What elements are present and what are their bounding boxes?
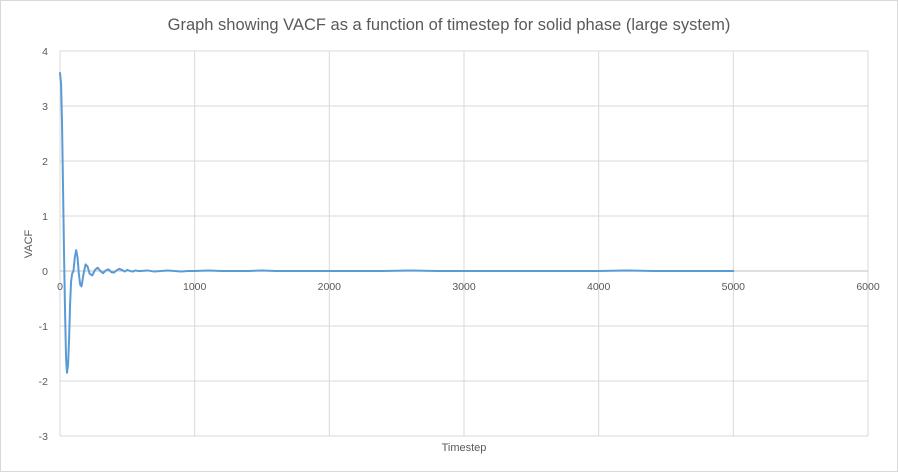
- x-tick-label: 2000: [318, 281, 342, 293]
- y-tick-label: -2: [39, 376, 48, 388]
- y-tick-label: 0: [42, 266, 48, 278]
- x-tick-label: 6000: [856, 281, 880, 293]
- y-axis-title: VACF: [23, 229, 35, 258]
- y-tick-label: -3: [39, 431, 48, 443]
- x-tick-label: 0: [57, 281, 63, 293]
- y-tick-label: 4: [42, 46, 48, 58]
- series-line-vacf: [59, 72, 735, 374]
- tick-labels: 4 3 2 1 0 -1 -2 -3 0 1000 2000 3000 4000 5000 6000: [39, 46, 880, 443]
- y-tick-label: 3: [42, 101, 48, 113]
- x-tick-label: 1000: [183, 281, 207, 293]
- series-layer: [59, 72, 735, 374]
- y-tick-label: 1: [42, 211, 48, 223]
- x-axis-title: Timestep: [442, 442, 487, 454]
- y-tick-label: 2: [42, 156, 48, 168]
- y-tick-label: -1: [39, 321, 48, 333]
- x-tick-label: 4000: [587, 281, 611, 293]
- x-tick-label: 5000: [722, 281, 746, 293]
- grid-lines: [59, 50, 869, 437]
- chart-title: Graph showing VACF as a function of time…: [168, 16, 731, 34]
- x-tick-label: 3000: [452, 281, 476, 293]
